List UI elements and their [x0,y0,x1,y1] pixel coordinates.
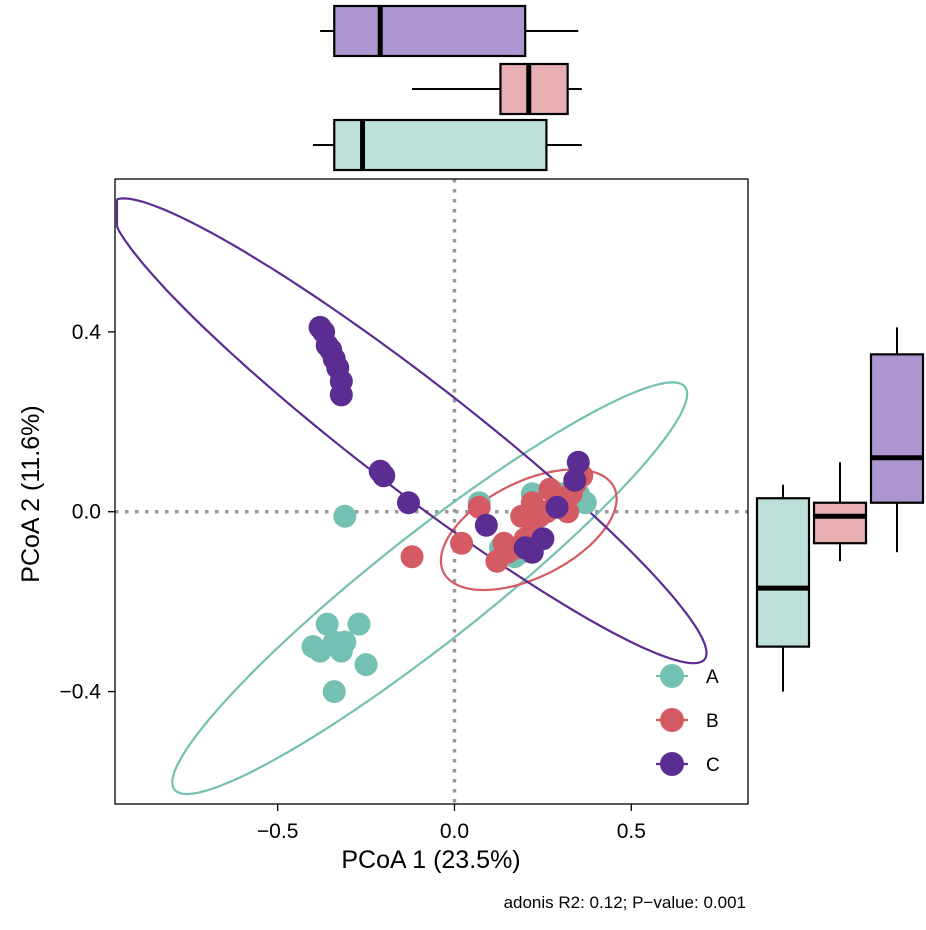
point-A-7 [347,612,371,636]
point-C-11 [474,513,498,537]
top-box-A [333,118,548,172]
ellipse-A [171,381,689,796]
top-marginal-boxplots [313,4,582,172]
scatter-points [301,315,597,704]
point-C-17 [520,540,544,564]
point-A-8 [354,653,378,677]
x-tick-label-1: 0.0 [440,820,469,843]
plot-panel: A B C [114,178,749,805]
legend-label-C: C [706,755,720,776]
top-box-B [499,62,569,116]
legend-label-B: B [706,711,719,732]
legend-key-A [660,664,684,688]
point-C-9 [372,464,396,488]
point-A-6 [333,630,357,654]
point-B-17 [520,491,544,515]
point-B-2 [400,545,424,569]
right-marginal-boxplots [755,327,925,692]
legend-label-A: A [706,667,719,688]
point-B-19 [538,477,562,501]
right-box-A [755,497,811,648]
right-box-B [812,501,868,545]
legend: A B C [656,664,720,776]
point-B-1 [450,531,474,555]
point-C-14 [545,495,569,519]
x-tick-label-2: 0.5 [617,820,646,843]
point-C-15 [563,468,587,492]
point-C-16 [566,450,590,474]
point-C-10 [397,491,421,515]
point-B-0 [467,495,491,519]
plot-panel-background [115,179,748,804]
reference-lines [115,179,748,804]
top-box-C [333,4,527,58]
point-A-9 [322,680,346,704]
ellipse-B [439,468,618,592]
x-axis-ticks: −0.5 0.0 0.5 [257,804,646,843]
plot-panel-border [114,178,749,805]
y-tick-label-1: 0.0 [72,501,101,524]
point-A-0 [333,504,357,528]
point-B-18 [492,531,516,555]
point-C-7 [329,383,353,407]
x-tick-label-0: −0.5 [257,820,298,843]
point-A-3 [315,612,339,636]
y-axis-title: PCoA 2 (11.6%) [17,405,45,582]
y-axis-ticks: −0.4 0.0 0.4 [60,321,115,704]
right-box-C [869,353,925,504]
y-tick-label-2: 0.4 [72,321,102,344]
legend-key-B [660,708,684,732]
legend-key-C [660,752,684,776]
x-axis-title: PCoA 1 (23.5%) [341,846,520,874]
adonis-annotation: adonis R2: 0.12; P−value: 0.001 [504,893,746,912]
y-tick-label-0: −0.4 [60,681,102,704]
